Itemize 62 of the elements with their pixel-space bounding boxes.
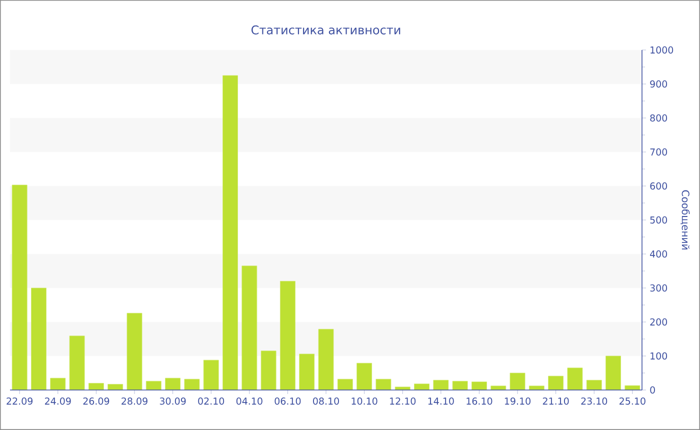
bar [472,382,487,390]
bar [606,356,621,390]
x-tick-label: 26.09 [83,398,110,405]
bar [586,380,602,390]
bar [88,382,104,390]
x-tick-label: 30.09 [160,398,186,405]
x-tick-label: 19.10 [504,398,530,405]
bar [108,384,124,390]
bar [31,288,46,390]
y-tick-label: 500 [650,216,668,224]
bar [280,280,296,390]
bar [337,378,353,390]
bar [242,266,258,390]
y-tick-label: 600 [650,182,668,190]
x-tick-label: 10.10 [352,398,378,405]
y-tick-label: 400 [650,250,668,258]
x-tick-label: 21.10 [542,398,569,405]
y-tick-label: 0 [650,386,655,394]
bar [222,75,238,390]
bar [299,354,315,390]
y-tick-label: 300 [650,284,668,292]
bar [567,368,583,390]
x-tick-label: 16.10 [466,398,492,405]
bar [510,372,526,390]
y-tick-label: 100 [650,352,668,360]
x-tick-label: 04.10 [236,398,262,405]
bar [452,380,468,390]
y-axis-title: Сообщений [680,190,690,250]
bar [376,378,392,390]
bar [146,380,162,390]
bar [203,360,219,390]
bar [433,380,449,390]
y-tick-label: 800 [650,114,668,122]
bar [624,385,640,390]
bar [414,384,430,390]
bar [12,184,28,390]
bar [548,376,564,390]
x-tick-label: 23.10 [581,398,608,405]
y-tick-label: 700 [650,148,668,156]
x-tick-label: 06.10 [274,398,301,405]
x-tick-label: 02.10 [198,398,224,405]
bar [528,386,544,390]
bar [165,378,180,390]
bar [318,328,334,390]
x-tick-label: 12.10 [390,398,416,405]
bar [260,350,276,390]
bar [69,336,85,390]
y-tick-label: 200 [650,318,668,326]
x-tick-label: 14.10 [428,398,454,405]
y-tick-label: 900 [650,80,668,88]
chart-title: Статистика активности [252,25,400,34]
bar [356,362,372,390]
x-tick-label: 08.10 [313,398,339,405]
bar [50,378,66,390]
x-tick-label: 24.09 [44,398,71,405]
x-tick-label: 22.09 [6,398,33,405]
bar [126,312,142,390]
bar [184,378,200,390]
y-tick-label: 1000 [650,46,674,54]
x-tick-label: 28.09 [122,398,148,405]
bar [490,386,506,390]
x-tick-label: 25.10 [620,398,646,405]
